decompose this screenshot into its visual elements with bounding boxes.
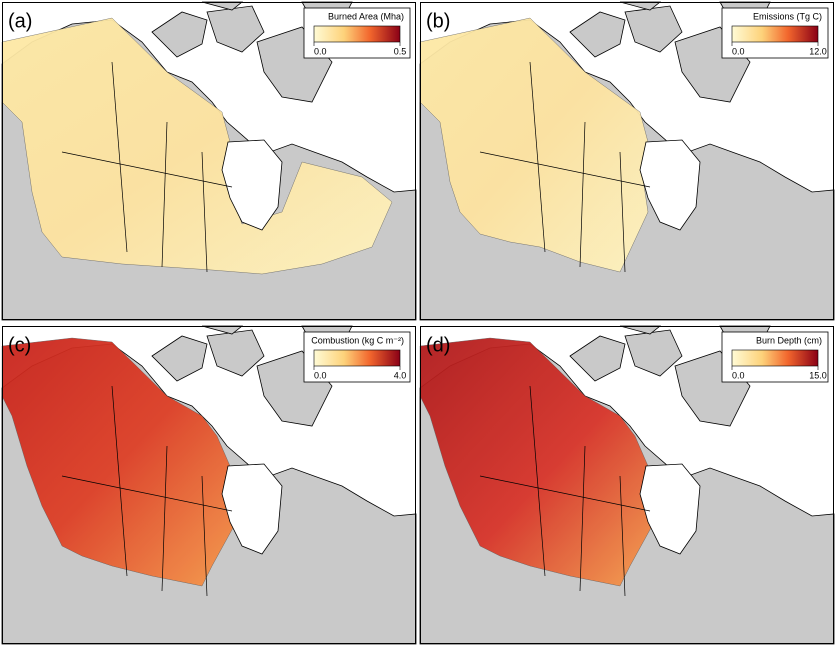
hudson-bay xyxy=(221,139,283,231)
map-panel: (a) Burned Area (Mha) 0.0 0.5 xyxy=(1,1,417,321)
border-line xyxy=(529,61,546,253)
panel-frame xyxy=(420,2,834,320)
colorbar xyxy=(731,349,819,367)
island xyxy=(624,329,683,377)
panel-label: (a) xyxy=(8,10,32,32)
panel-frame xyxy=(2,2,416,320)
border-line xyxy=(619,151,626,273)
panel-frame xyxy=(420,326,834,644)
border-line xyxy=(161,121,168,268)
hudson-bay xyxy=(221,463,283,555)
border-line xyxy=(61,151,233,188)
island xyxy=(206,5,265,53)
colorbar xyxy=(313,25,401,43)
island xyxy=(569,11,626,58)
colorbar-tick-label: 0.0 xyxy=(314,370,327,380)
colorbar-tick-label: 0.0 xyxy=(732,370,745,380)
island xyxy=(569,335,626,382)
hudson-bay xyxy=(639,139,701,231)
island xyxy=(624,5,683,53)
border-line xyxy=(579,121,586,268)
island xyxy=(206,329,265,377)
border-line xyxy=(111,61,128,253)
study-area xyxy=(1,17,393,275)
island xyxy=(151,335,208,382)
colorbar-tick-label: 15.0 xyxy=(809,370,827,380)
legend-title: Burned Area (Mha) xyxy=(328,11,404,21)
colorbar-tick-label: 0.5 xyxy=(394,46,407,56)
border-line xyxy=(201,151,208,273)
panel-label: (c) xyxy=(8,334,31,356)
island xyxy=(151,11,208,58)
colorbar-tick-label: 4.0 xyxy=(394,370,407,380)
map-panel: (b) Emissions (Tg C) 0.0 12.0 xyxy=(419,1,835,321)
map-panel: (d) Burn Depth (cm) 0.0 15.0 xyxy=(419,325,835,645)
map-panel: (c) Combustion (kg C m⁻²) 0.0 4.0 xyxy=(1,325,417,645)
panel-label: (b) xyxy=(426,10,450,32)
border-line xyxy=(61,475,233,512)
colorbar-tick-label: 0.0 xyxy=(314,46,327,56)
border-line xyxy=(579,445,586,592)
border-line xyxy=(479,151,651,188)
panel-frame xyxy=(2,326,416,644)
legend-title: Combustion (kg C m⁻²) xyxy=(311,335,404,345)
legend-title: Emissions (Tg C) xyxy=(753,11,822,21)
border-line xyxy=(161,445,168,592)
colorbar xyxy=(313,349,401,367)
border-line xyxy=(201,475,208,597)
legend-title: Burn Depth (cm) xyxy=(756,335,822,345)
border-line xyxy=(529,385,546,577)
colorbar-tick-label: 12.0 xyxy=(809,46,827,56)
hudson-bay xyxy=(639,463,701,555)
colorbar xyxy=(731,25,819,43)
panel-label: (d) xyxy=(426,334,450,356)
border-line xyxy=(479,475,651,512)
colorbar-tick-label: 0.0 xyxy=(732,46,745,56)
border-line xyxy=(111,385,128,577)
border-line xyxy=(619,475,626,597)
